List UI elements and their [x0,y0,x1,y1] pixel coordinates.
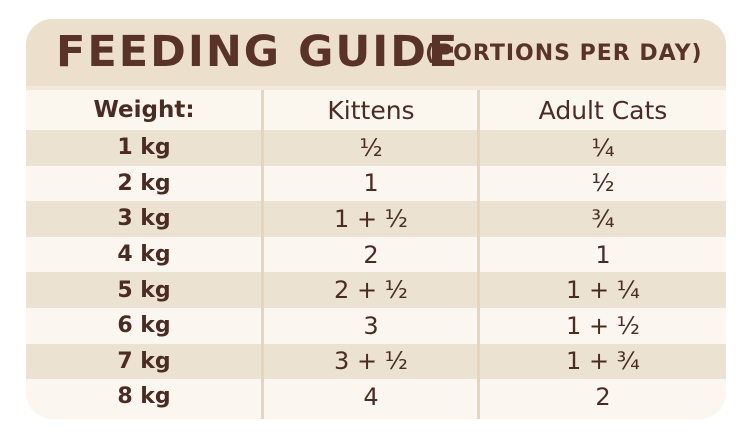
page-subtitle: (PORTIONS PER DAY) [425,41,703,66]
adult-portion-cell: ½ [591,169,615,198]
table-row: 8 kg 4 2 [26,379,726,415]
table-row: 1 kg ½ ¼ [26,130,726,166]
kittens-portion-cell: 2 + ½ [334,276,408,305]
adult-portion-cell: ¼ [591,133,615,162]
column-header-weight: Weight: [93,97,195,123]
kittens-portion-cell: 3 + ½ [334,347,408,376]
weight-cell: 3 kg [117,206,171,232]
weight-cell: 6 kg [117,313,171,339]
kittens-portion-cell: 4 [363,382,379,411]
column-header-adult-cats: Adult Cats [538,95,668,125]
adult-portion-cell: ¾ [591,204,615,233]
adult-portion-cell: 1 + ½ [566,311,640,340]
kittens-portion-cell: 2 [363,240,379,269]
weight-cell: 1 kg [117,135,171,161]
adult-portion-cell: 1 [595,240,611,269]
table-row: 6 kg 3 1 + ½ [26,307,726,344]
kittens-portion-cell: 1 + ½ [334,204,408,233]
weight-cell: 2 kg [117,170,171,196]
table-header-row: Weight: Kittens Adult Cats [26,90,726,130]
adult-portion-cell: 1 + ¾ [566,347,640,376]
table-row: 2 kg 1 ½ [26,165,726,202]
weight-cell: 7 kg [117,348,171,374]
feeding-table: Weight: Kittens Adult Cats 1 kg ½ ¼ 2 kg… [26,90,726,415]
table-row: 7 kg 3 + ½ 1 + ¾ [26,343,726,380]
page-title: FEEDING GUIDE [56,27,460,77]
kittens-portion-cell: ½ [359,133,383,162]
column-header-kittens: Kittens [327,95,415,125]
adult-portion-cell: 1 + ¼ [566,276,640,305]
kittens-portion-cell: 3 [363,311,379,340]
column-divider [261,90,264,419]
table-row: 5 kg 2 + ½ 1 + ¼ [26,272,726,308]
weight-cell: 5 kg [117,277,171,303]
weight-cell: 4 kg [117,242,171,268]
column-divider [477,90,480,419]
feeding-guide-card: FEEDING GUIDE (PORTIONS PER DAY) Weight:… [26,19,726,419]
weight-cell: 8 kg [117,384,171,410]
table-row: 3 kg 1 + ½ ¾ [26,201,726,237]
adult-portion-cell: 2 [595,382,611,411]
table-row: 4 kg 2 1 [26,236,726,273]
title-banner: FEEDING GUIDE (PORTIONS PER DAY) [26,19,726,90]
kittens-portion-cell: 1 [363,169,379,198]
